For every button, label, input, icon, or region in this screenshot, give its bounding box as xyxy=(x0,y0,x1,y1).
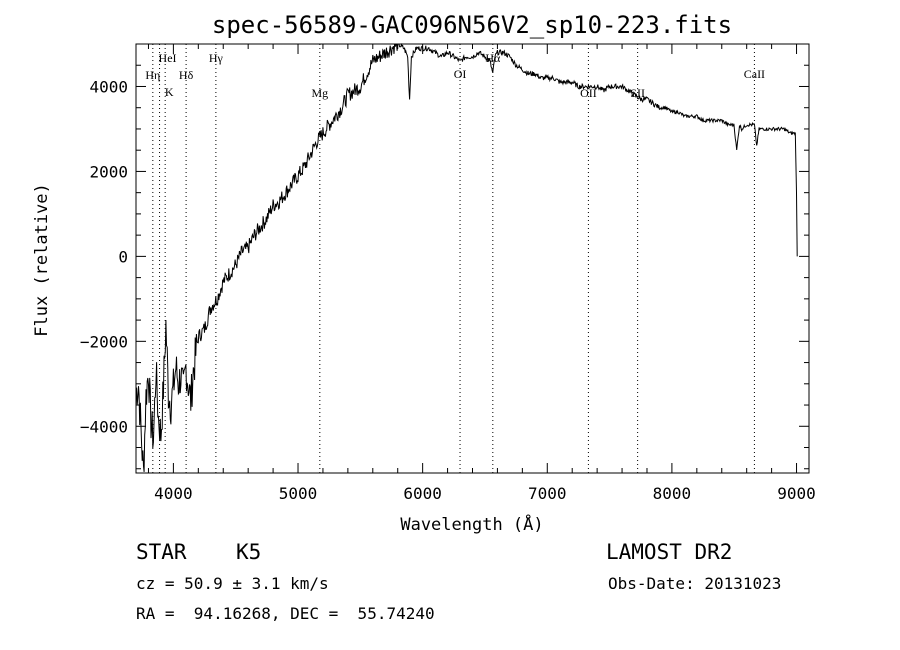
line-label: Hα xyxy=(485,51,501,65)
line-label: SII xyxy=(630,86,645,100)
plot-area: 4000 5000 6000 7000 8000 9000 −4000 −2000 0 2000 4… xyxy=(80,43,816,503)
y-tick-label: −4000 xyxy=(80,417,128,436)
line-label: CaII xyxy=(744,67,765,81)
y-tick-label: 0 xyxy=(118,247,128,266)
coordinates: RA = 94.16268, DEC = 55.74240 xyxy=(136,604,435,623)
y-tick-label: 4000 xyxy=(89,77,128,96)
x-tick-label: 4000 xyxy=(154,484,193,503)
x-tick-label: 9000 xyxy=(777,484,816,503)
line-label: OII xyxy=(580,86,597,100)
line-label: Mg xyxy=(311,86,328,100)
survey-name: LAMOST DR2 xyxy=(606,540,733,564)
chart-title: spec-56589-GAC096N56V2_sp10-223.fits xyxy=(212,11,732,39)
x-tick-label: 8000 xyxy=(653,484,692,503)
obs-date: Obs-Date: 20131023 xyxy=(608,574,782,593)
x-tick-label: 7000 xyxy=(528,484,567,503)
x-tick-label: 5000 xyxy=(279,484,318,503)
spectrum-series xyxy=(135,43,798,472)
line-label: Hη xyxy=(145,68,160,82)
y-tick-label: 2000 xyxy=(89,162,128,181)
object-subclass: K5 xyxy=(236,540,262,564)
redshift-line: cz = 50.9 ± 3.1 km/s xyxy=(136,574,329,593)
line-label: K xyxy=(165,85,174,99)
line-label: HeI xyxy=(159,51,177,65)
line-label: Hγ xyxy=(209,51,224,65)
line-label: OI xyxy=(454,67,467,81)
x-tick-label: 6000 xyxy=(403,484,442,503)
object-class: STAR xyxy=(136,540,187,564)
line-label: Hδ xyxy=(179,68,194,82)
y-axis-label: Flux (relative) xyxy=(32,183,52,337)
y-tick-label: −2000 xyxy=(80,332,128,351)
x-axis-label: Wavelength (Å) xyxy=(400,513,543,535)
